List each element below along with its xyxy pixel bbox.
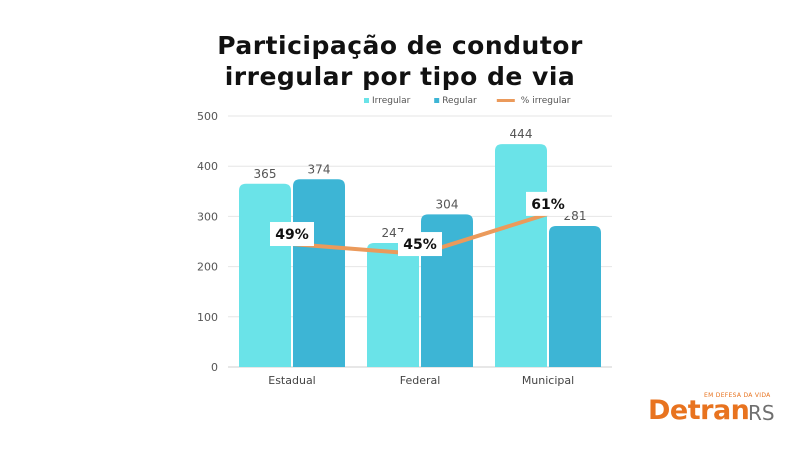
chart-title: Participação de condutor irregular por t… — [0, 30, 800, 92]
data-label-irregular-municipal: 444 — [510, 127, 533, 141]
pct-label-box — [398, 232, 442, 257]
pct-label: 49% — [275, 227, 309, 243]
pct-label: 45% — [403, 237, 437, 253]
data-label-irregular-estadual: 365 — [254, 167, 277, 181]
y-tick-label: 100 — [197, 311, 218, 324]
bar-regular-municipal — [549, 225, 601, 367]
legend-swatch-regular — [434, 98, 440, 103]
pct-label-box — [526, 191, 570, 216]
y-tick-label: 200 — [197, 261, 218, 274]
y-tick-label: 500 — [197, 110, 218, 123]
bar-irregular-estadual — [239, 183, 291, 367]
y-tick-label: 0 — [211, 361, 218, 374]
pct-label: 61% — [531, 197, 565, 213]
logo-suffix: RS — [748, 401, 775, 425]
data-label-regular-federal: 304 — [436, 197, 459, 211]
legend-label-irregular: Irregular — [372, 96, 411, 106]
bar-irregular-federal — [367, 243, 419, 367]
x-tick-label: Municipal — [522, 374, 574, 387]
detran-rs-logo: EM DEFESA DA VIDA Detran RS — [648, 388, 778, 432]
chart-title-line-1: Participação de condutor — [217, 31, 583, 60]
pct-label-box — [270, 222, 314, 247]
y-tick-label: 300 — [197, 210, 218, 223]
x-tick-label: Estadual — [268, 374, 316, 387]
bar-irregular-municipal — [495, 144, 547, 367]
legend-swatch-irregular — [364, 98, 369, 103]
legend-label-regular: Regular — [442, 96, 477, 106]
data-label-regular-estadual: 374 — [308, 162, 331, 176]
chart-title-line-2: irregular por tipo de via — [224, 62, 576, 91]
x-tick-label: Federal — [400, 374, 441, 387]
y-tick-label: 400 — [197, 160, 218, 173]
logo-tagline: EM DEFESA DA VIDA — [704, 392, 771, 399]
logo-main-text: Detran — [648, 395, 750, 426]
legend-label-pct-irregular: % irregular — [521, 96, 571, 106]
bar-regular-estadual — [293, 179, 345, 367]
